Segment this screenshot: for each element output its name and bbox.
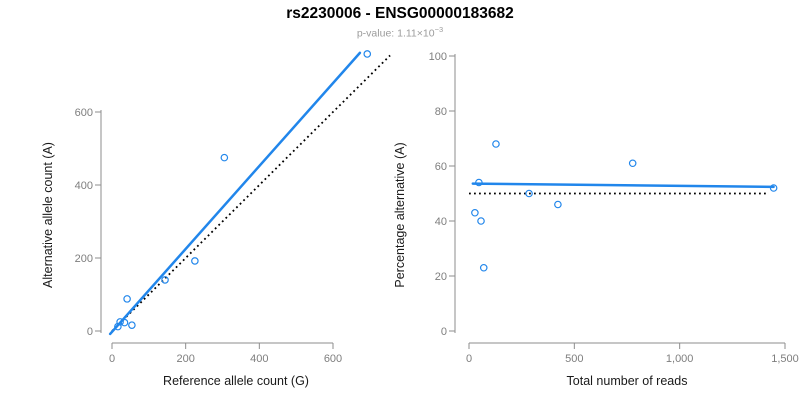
data-point <box>492 140 500 148</box>
x-tick-label: 500 <box>565 353 583 365</box>
page-title: rs2230006 - ENSG00000183682 <box>286 5 514 22</box>
data-point <box>477 217 485 225</box>
y-tick-label: 20 <box>435 271 447 283</box>
y-tick-label: 80 <box>435 106 447 118</box>
y-tick-label: 40 <box>435 216 447 228</box>
x-tick-label: 200 <box>176 353 194 365</box>
y-tick-label: 100 <box>429 51 447 63</box>
y-tick-label: 400 <box>75 180 93 192</box>
data-point <box>554 200 562 209</box>
data-point <box>769 184 778 192</box>
x-tick-label: 600 <box>324 353 342 365</box>
data-point <box>120 318 129 327</box>
regression-line <box>108 51 362 336</box>
x-tick-label: 0 <box>466 353 472 365</box>
data-point <box>475 178 483 187</box>
data-point <box>363 50 372 58</box>
y-tick-label: 0 <box>87 326 93 338</box>
y-axis-title: Percentage alternative (A) <box>393 142 407 287</box>
y-tick-label: 0 <box>441 326 447 338</box>
x-tick-label: 1,000 <box>666 353 694 365</box>
p-value-text: p-value: 1.11×10 <box>356 27 435 40</box>
x-tick-label: 0 <box>109 353 115 365</box>
regression-line <box>471 182 775 189</box>
left-panel: Reference allele count (G) Alternative a… <box>41 50 391 388</box>
right-panel: Total number of reads Percentage alterna… <box>393 51 799 388</box>
identity-line <box>111 54 391 332</box>
data-point <box>191 257 199 265</box>
data-point <box>220 153 229 162</box>
y-axis-title: Alternative allele count (A) <box>41 142 55 288</box>
p-value-exponent: −3 <box>434 25 444 34</box>
y-tick-label: 600 <box>75 107 93 119</box>
x-axis-title: Total number of reads <box>567 374 688 388</box>
data-point <box>628 159 637 168</box>
data-point <box>128 321 136 329</box>
x-tick-label: 1,500 <box>771 353 799 365</box>
y-tick-label: 60 <box>435 161 447 173</box>
data-point <box>123 295 131 303</box>
data-point <box>116 318 124 326</box>
p-value-subtitle: p-value: 1.11×10−3 <box>0 25 800 40</box>
y-tick-label: 200 <box>75 253 93 265</box>
x-axis-title: Reference allele count (G) <box>163 374 309 388</box>
data-point <box>471 208 479 217</box>
x-tick-label: 400 <box>250 353 268 365</box>
data-point <box>161 276 169 284</box>
data-point <box>479 263 488 272</box>
data-point <box>114 322 122 331</box>
data-point <box>525 189 533 198</box>
